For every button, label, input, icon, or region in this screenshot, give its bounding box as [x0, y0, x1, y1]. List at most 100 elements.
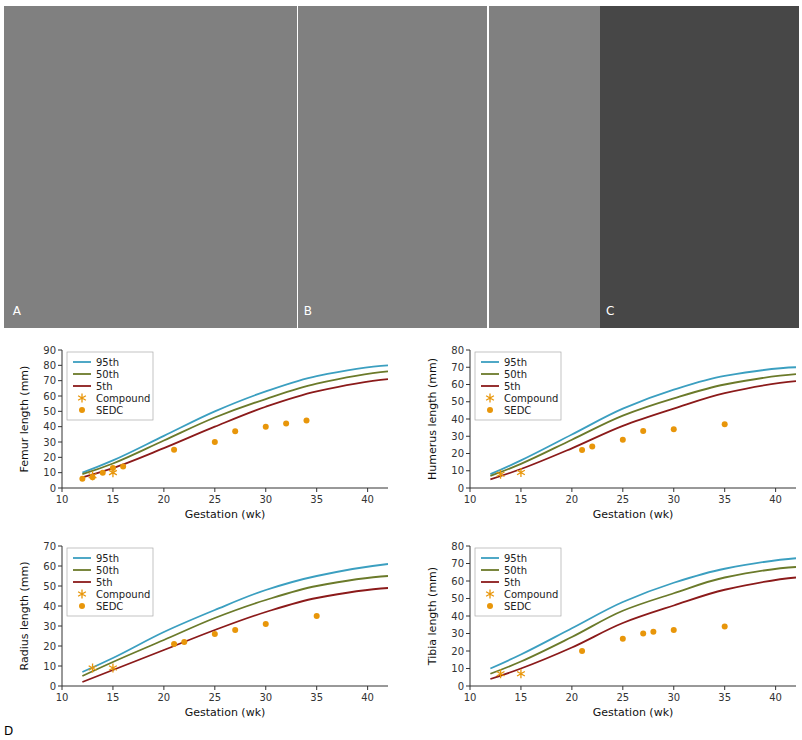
sedc-point: [640, 631, 646, 637]
x-tick: [775, 686, 776, 690]
y-tick-label: 0: [50, 681, 56, 692]
sedc-point: [620, 636, 626, 642]
y-tick-label: 70: [43, 541, 56, 552]
x-tick: [62, 686, 63, 690]
x-tick: [470, 686, 471, 690]
legend-label: SEDC: [96, 601, 123, 612]
legend-swatch: [78, 394, 86, 403]
y-tick: [466, 488, 470, 489]
x-tick: [265, 686, 266, 690]
y-tick: [466, 633, 470, 634]
legend-label: 95th: [504, 357, 527, 368]
x-tick-label: 10: [56, 494, 69, 505]
x-tick-label: 15: [515, 494, 528, 505]
y-tick: [58, 488, 62, 489]
y-tick-label: 50: [451, 396, 464, 407]
y-tick-label: 10: [43, 661, 56, 672]
x-tick-label: 25: [208, 494, 221, 505]
y-tick-label: 40: [451, 611, 464, 622]
y-tick-label: 60: [451, 576, 464, 587]
compound-point: [89, 664, 97, 673]
y-tick: [466, 546, 470, 547]
x-tick-label: 30: [667, 494, 680, 505]
legend-swatch: [79, 603, 85, 609]
panel-label: D: [4, 724, 13, 738]
image-panel: [298, 6, 487, 328]
points: [497, 421, 728, 479]
legend-label: 50th: [504, 565, 527, 576]
x-tick-label: 30: [259, 692, 272, 703]
y-tick-label: 0: [458, 483, 464, 494]
y-tick: [466, 598, 470, 599]
sedc-point: [263, 621, 269, 627]
y-tick-label: 60: [451, 379, 464, 390]
y-tick: [466, 686, 470, 687]
x-tick-label: 35: [310, 692, 323, 703]
y-tick-label: 40: [43, 421, 56, 432]
image-panel: [600, 6, 799, 328]
y-tick-label: 0: [50, 483, 56, 494]
x-axis-label: Gestation (wk): [593, 508, 674, 521]
x-tick-label: 40: [361, 494, 374, 505]
y-tick-label: 30: [43, 437, 56, 448]
y-tick-label: 0: [458, 681, 464, 692]
x-tick-label: 15: [107, 494, 120, 505]
y-tick: [58, 350, 62, 351]
sedc-point: [579, 648, 585, 654]
legend-label: 95th: [96, 553, 119, 564]
x-axis-line: [470, 488, 796, 489]
y-tick-label: 50: [43, 406, 56, 417]
legend-swatch: [486, 590, 494, 599]
sedc-point: [171, 447, 177, 453]
y-tick: [466, 581, 470, 582]
x-tick-label: 30: [667, 692, 680, 703]
x-tick: [724, 686, 725, 690]
y-tick: [466, 367, 470, 368]
sedc-point: [314, 613, 320, 619]
x-tick-label: 20: [566, 494, 579, 505]
y-tick: [466, 668, 470, 669]
x-tick-label: 35: [310, 494, 323, 505]
sedc-point: [100, 470, 106, 476]
x-tick-label: 10: [464, 494, 477, 505]
legend-swatch: [73, 385, 91, 387]
legend-label: 50th: [504, 369, 527, 380]
x-axis-line: [470, 686, 796, 687]
y-tick: [58, 646, 62, 647]
compound-point: [109, 664, 117, 673]
compound-point: [517, 468, 525, 477]
y-tick: [58, 457, 62, 458]
sedc-point: [232, 428, 238, 434]
legend-label: Compound: [96, 393, 150, 404]
compound-point: [497, 669, 505, 678]
y-tick-label: 20: [451, 646, 464, 657]
x-tick: [112, 686, 113, 690]
y-tick-label: 60: [43, 391, 56, 402]
legend-swatch: [481, 569, 499, 571]
x-tick-label: 15: [107, 692, 120, 703]
x-tick: [571, 488, 572, 492]
x-tick-label: 30: [259, 494, 272, 505]
compound-point: [109, 468, 117, 477]
y-tick-label: 60: [43, 561, 56, 572]
y-tick: [58, 586, 62, 587]
legend: 95th50th5thCompoundSEDC: [67, 352, 153, 420]
x-tick-label: 35: [718, 692, 731, 703]
y-tick: [58, 411, 62, 412]
sedc-point: [640, 428, 646, 434]
legend-box: [67, 352, 153, 420]
legend-swatch: [487, 407, 493, 413]
panel-label: C: [606, 304, 614, 318]
y-tick: [58, 666, 62, 667]
y-tick-label: 30: [451, 628, 464, 639]
y-tick-label: 40: [451, 414, 464, 425]
legend-swatch: [487, 603, 493, 609]
legend-swatch: [481, 361, 499, 363]
sedc-point: [620, 437, 626, 443]
x-axis-line: [62, 686, 388, 687]
legend-label: 5th: [504, 577, 521, 588]
y-tick: [58, 606, 62, 607]
y-axis-label: Femur length (mm): [18, 366, 31, 473]
y-tick: [466, 384, 470, 385]
legend-label: 5th: [504, 381, 521, 392]
